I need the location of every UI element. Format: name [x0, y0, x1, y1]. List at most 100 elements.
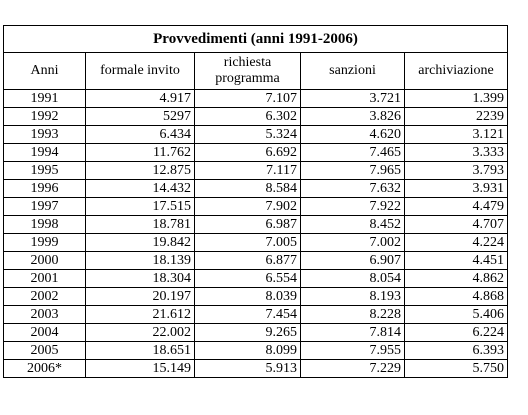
- table-row: 2002 20.197 8.039 8.193 4.868: [3, 287, 508, 306]
- formale-invito-cell: 20.197: [85, 287, 195, 306]
- year-cell: 1996: [3, 179, 86, 198]
- formale-invito-cell: 12.875: [85, 161, 195, 180]
- formale-invito-cell: 17.515: [85, 197, 195, 216]
- richiesta-programma-cell: 5.324: [194, 125, 301, 144]
- archiviazione-cell: 6.393: [404, 341, 508, 360]
- archiviazione-cell: 4.224: [404, 233, 508, 252]
- formale-invito-cell: 22.002: [85, 323, 195, 342]
- table-row: 2004 22.002 9.265 7.814 6.224: [3, 323, 508, 342]
- year-cell: 1999: [3, 233, 86, 252]
- table-row: 2005 18.651 8.099 7.955 6.393: [3, 341, 508, 360]
- archiviazione-cell: 2239: [404, 107, 508, 126]
- archiviazione-cell: 1.399: [404, 89, 508, 108]
- sanzioni-cell: 7.922: [300, 197, 405, 216]
- archiviazione-cell: 4.862: [404, 269, 508, 288]
- richiesta-programma-cell: 7.454: [194, 305, 301, 324]
- archiviazione-cell: 5.750: [404, 359, 508, 378]
- sanzioni-cell: 6.907: [300, 251, 405, 270]
- sanzioni-cell: 3.721: [300, 89, 405, 108]
- table-row: 1994 11.762 6.692 7.465 3.333: [3, 143, 508, 162]
- table-row: 2000 18.139 6.877 6.907 4.451: [3, 251, 508, 270]
- year-cell: 2004: [3, 323, 86, 342]
- year-cell: 1993: [3, 125, 86, 144]
- header-richiesta-programma: richiesta programma: [194, 52, 301, 90]
- year-cell: 1998: [3, 215, 86, 234]
- sanzioni-cell: 7.955: [300, 341, 405, 360]
- header-archiviazione: archiviazione: [404, 52, 508, 90]
- formale-invito-cell: 18.139: [85, 251, 195, 270]
- table-row: 1997 17.515 7.902 7.922 4.479: [3, 197, 508, 216]
- richiesta-programma-cell: 7.005: [194, 233, 301, 252]
- sanzioni-cell: 8.452: [300, 215, 405, 234]
- table-row: 2003 21.612 7.454 8.228 5.406: [3, 305, 508, 324]
- table-row: 1999 19.842 7.005 7.002 4.224: [3, 233, 508, 252]
- richiesta-programma-cell: 8.584: [194, 179, 301, 198]
- year-cell: 2002: [3, 287, 86, 306]
- sanzioni-cell: 7.632: [300, 179, 405, 198]
- sanzioni-cell: 8.193: [300, 287, 405, 306]
- richiesta-programma-cell: 6.302: [194, 107, 301, 126]
- formale-invito-cell: 21.612: [85, 305, 195, 324]
- year-cell: 1992: [3, 107, 86, 126]
- header-sanzioni: sanzioni: [300, 52, 405, 90]
- formale-invito-cell: 18.781: [85, 215, 195, 234]
- year-cell: 2006*: [3, 359, 86, 378]
- sanzioni-cell: 7.465: [300, 143, 405, 162]
- table-row: 1992 5297 6.302 3.826 2239: [3, 107, 508, 126]
- year-cell: 2005: [3, 341, 86, 360]
- header-anni: Anni: [3, 52, 86, 90]
- sanzioni-cell: 7.229: [300, 359, 405, 378]
- year-cell: 2000: [3, 251, 86, 270]
- table-row: 2006* 15.149 5.913 7.229 5.750: [3, 359, 508, 378]
- richiesta-programma-cell: 5.913: [194, 359, 301, 378]
- sanzioni-cell: 8.054: [300, 269, 405, 288]
- richiesta-programma-cell: 7.117: [194, 161, 301, 180]
- table-row: 1993 6.434 5.324 4.620 3.121: [3, 125, 508, 144]
- table-title: Provvedimenti (anni 1991-2006): [3, 25, 508, 53]
- table-row: 1995 12.875 7.117 7.965 3.793: [3, 161, 508, 180]
- sanzioni-cell: 4.620: [300, 125, 405, 144]
- formale-invito-cell: 14.432: [85, 179, 195, 198]
- archiviazione-cell: 4.479: [404, 197, 508, 216]
- formale-invito-cell: 11.762: [85, 143, 195, 162]
- richiesta-programma-cell: 8.039: [194, 287, 301, 306]
- provvedimenti-table-container: Provvedimenti (anni 1991-2006) Anni form…: [3, 25, 508, 378]
- table-row: 2001 18.304 6.554 8.054 4.862: [3, 269, 508, 288]
- header-row: Anni formale invito richiesta programma …: [3, 52, 508, 90]
- archiviazione-cell: 4.451: [404, 251, 508, 270]
- richiesta-programma-cell: 6.877: [194, 251, 301, 270]
- archiviazione-cell: 3.121: [404, 125, 508, 144]
- archiviazione-cell: 6.224: [404, 323, 508, 342]
- year-cell: 2003: [3, 305, 86, 324]
- archiviazione-cell: 4.707: [404, 215, 508, 234]
- archiviazione-cell: 3.793: [404, 161, 508, 180]
- richiesta-programma-cell: 7.107: [194, 89, 301, 108]
- sanzioni-cell: 7.002: [300, 233, 405, 252]
- table-row: 1998 18.781 6.987 8.452 4.707: [3, 215, 508, 234]
- richiesta-programma-cell: 6.554: [194, 269, 301, 288]
- richiesta-programma-cell: 6.692: [194, 143, 301, 162]
- archiviazione-cell: 4.868: [404, 287, 508, 306]
- sanzioni-cell: 3.826: [300, 107, 405, 126]
- year-cell: 1997: [3, 197, 86, 216]
- provvedimenti-table: Provvedimenti (anni 1991-2006) Anni form…: [3, 25, 508, 378]
- formale-invito-cell: 15.149: [85, 359, 195, 378]
- year-cell: 1994: [3, 143, 86, 162]
- richiesta-programma-cell: 8.099: [194, 341, 301, 360]
- richiesta-programma-cell: 7.902: [194, 197, 301, 216]
- sanzioni-cell: 8.228: [300, 305, 405, 324]
- archiviazione-cell: 3.333: [404, 143, 508, 162]
- table-body: Anni formale invito richiesta programma …: [3, 52, 508, 378]
- table-row: 1991 4.917 7.107 3.721 1.399: [3, 89, 508, 108]
- formale-invito-cell: 6.434: [85, 125, 195, 144]
- formale-invito-cell: 19.842: [85, 233, 195, 252]
- formale-invito-cell: 18.304: [85, 269, 195, 288]
- sanzioni-cell: 7.965: [300, 161, 405, 180]
- table-row: 1996 14.432 8.584 7.632 3.931: [3, 179, 508, 198]
- formale-invito-cell: 4.917: [85, 89, 195, 108]
- archiviazione-cell: 5.406: [404, 305, 508, 324]
- year-cell: 1991: [3, 89, 86, 108]
- formale-invito-cell: 18.651: [85, 341, 195, 360]
- richiesta-programma-cell: 6.987: [194, 215, 301, 234]
- archiviazione-cell: 3.931: [404, 179, 508, 198]
